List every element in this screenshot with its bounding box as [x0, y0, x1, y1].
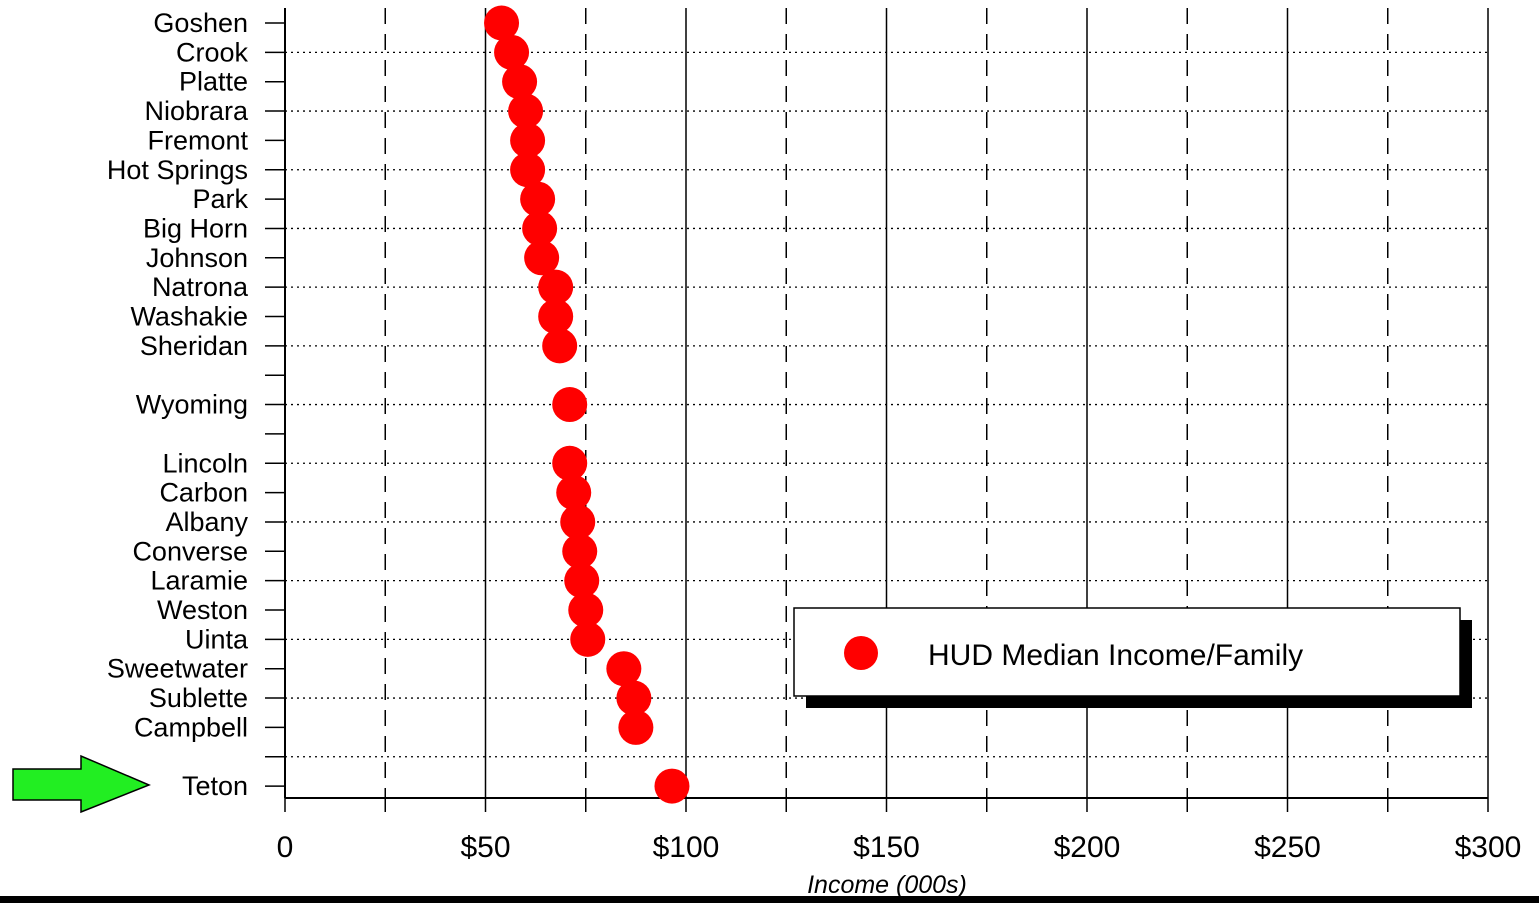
data-point — [568, 592, 604, 628]
category-label: Sublette — [149, 683, 248, 713]
data-point — [524, 240, 560, 276]
data-point — [510, 152, 546, 188]
axes — [265, 8, 1489, 812]
data-point — [606, 651, 642, 687]
legend: HUD Median Income/Family — [793, 607, 1472, 708]
category-label: Wyoming — [136, 390, 248, 420]
x-tick-label: $250 — [1254, 831, 1321, 864]
category-label: Carbon — [159, 478, 248, 508]
data-point — [538, 299, 574, 334]
category-label: Crook — [176, 37, 249, 67]
data-point — [562, 533, 598, 569]
legend-marker — [844, 636, 878, 670]
data-point — [654, 768, 690, 804]
data-points — [484, 5, 690, 804]
category-label: Teton — [182, 771, 248, 801]
data-point — [570, 621, 606, 657]
data-point — [522, 210, 558, 246]
category-label: Fremont — [147, 125, 248, 155]
x-tick-label: 0 — [277, 831, 294, 864]
category-label: Washakie — [130, 302, 248, 332]
category-label: Park — [192, 184, 248, 214]
x-tick-label: $300 — [1455, 831, 1522, 864]
x-tick-label: $200 — [1054, 831, 1121, 864]
category-label: Lincoln — [162, 448, 248, 478]
legend-label: HUD Median Income/Family — [928, 639, 1303, 672]
category-label: Goshen — [153, 8, 248, 38]
category-label: Uinta — [185, 624, 249, 654]
legend-box — [793, 607, 1461, 697]
data-point — [538, 269, 574, 305]
data-point — [564, 563, 600, 599]
x-tick-label: $150 — [853, 831, 920, 864]
category-label: Laramie — [150, 566, 248, 596]
teton-highlight-arrow-icon — [12, 754, 151, 814]
category-label: Sweetwater — [107, 654, 248, 684]
data-point — [510, 122, 546, 158]
category-label: Johnson — [146, 243, 248, 273]
data-point — [494, 34, 530, 70]
category-label: Weston — [157, 595, 248, 625]
x-tick-label: $50 — [460, 831, 510, 864]
bottom-border — [0, 896, 1539, 903]
data-point — [618, 709, 654, 745]
category-label: Converse — [132, 536, 248, 566]
category-label: Natrona — [152, 272, 249, 302]
category-label: Niobrara — [144, 96, 249, 126]
category-label: Albany — [165, 507, 248, 537]
category-label: Campbell — [134, 712, 248, 742]
category-label: Big Horn — [143, 213, 248, 243]
x-tick-labels: 0 $50 $100 $150 $200 $250 $300 — [277, 831, 1522, 864]
data-point — [484, 5, 520, 41]
data-point — [552, 387, 588, 423]
data-point — [560, 504, 596, 540]
data-point — [502, 64, 538, 100]
x-tick-label: $100 — [653, 831, 720, 864]
category-label: Hot Springs — [107, 155, 248, 185]
x-axis-title: Income (000s) — [807, 871, 967, 899]
data-point — [508, 93, 544, 129]
data-point — [616, 680, 652, 716]
data-point — [542, 328, 578, 364]
category-label: Sheridan — [140, 331, 248, 361]
data-point — [556, 475, 592, 511]
data-point — [552, 445, 588, 481]
category-label: Platte — [179, 67, 248, 97]
data-point — [520, 181, 556, 217]
